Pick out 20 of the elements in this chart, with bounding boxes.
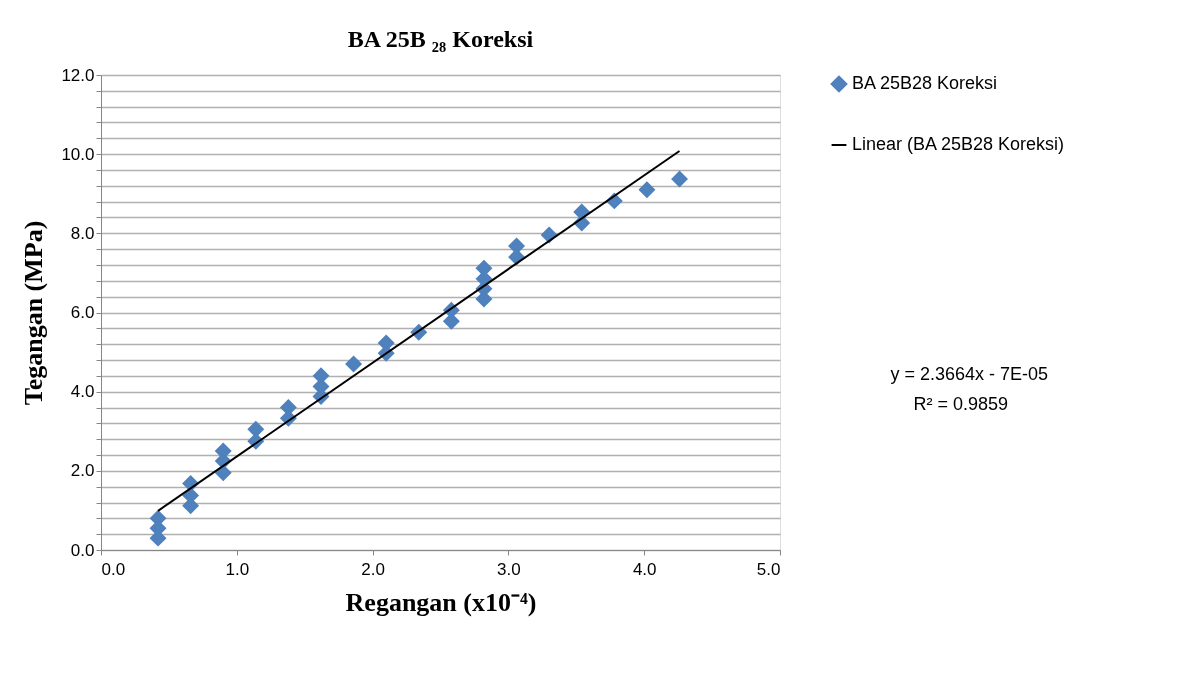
y-tick-label: 0.0 (70, 540, 95, 560)
chart-title: BA 25B ₂₈ Koreksi (347, 26, 534, 52)
legend-label: BA 25B28 Koreksi (852, 73, 998, 93)
y-tick-label: 12.0 (61, 65, 95, 85)
y-tick-label: 6.0 (70, 303, 95, 322)
text: R² = 0.9859 (913, 393, 1008, 414)
x-tick-label: 3.0 (497, 559, 521, 579)
x-axis-title: Regangan (x10⁻⁴) (345, 587, 537, 617)
y-tick-label: 8.0 (70, 223, 95, 243)
x-tick-label: 5.0 (756, 559, 781, 579)
y-tick-label: 2.0 (70, 461, 95, 481)
y-tick-label: 10.0 (61, 144, 95, 164)
x-tick-label: 4.0 (632, 559, 657, 579)
y-axis-title: Tegangan (MPa) (19, 220, 49, 406)
text: y = 2.3664x - 7E-05 (890, 363, 1048, 384)
x-tick-label: 2.0 (361, 559, 385, 579)
legend-label: Linear (BA 25B28 Koreksi) (852, 134, 1065, 154)
y-tick-label: 4.0 (70, 382, 95, 402)
x-tick-label: 0.0 (101, 559, 126, 579)
x-tick-label: 1.0 (225, 559, 250, 579)
